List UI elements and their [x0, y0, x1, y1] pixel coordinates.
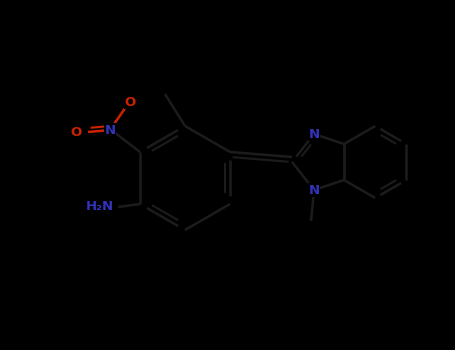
Text: O: O [124, 96, 136, 108]
Text: N: N [308, 127, 319, 140]
Text: N: N [308, 183, 319, 196]
Text: H₂N: H₂N [86, 201, 114, 214]
Text: N: N [104, 124, 116, 136]
Text: O: O [71, 126, 81, 139]
